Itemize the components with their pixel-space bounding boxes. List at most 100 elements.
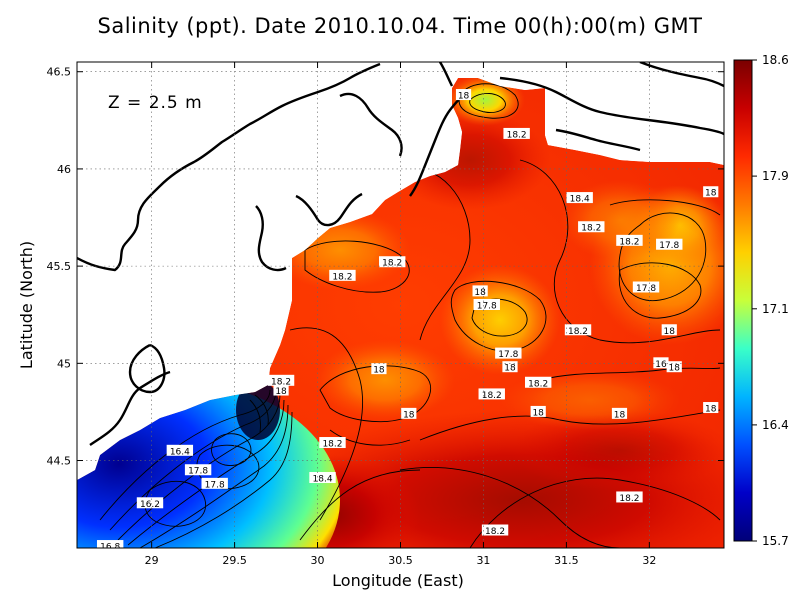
contour-label-box	[495, 347, 522, 359]
contour-label: 18.2	[267, 374, 295, 387]
contour-label-text: 18.2	[581, 224, 601, 234]
contour-label-text: 18.2	[619, 237, 639, 247]
contour-label-box	[566, 192, 593, 204]
contour-label: 18	[371, 363, 387, 376]
y-tick-label: 45.5	[47, 260, 72, 273]
contour-label-box	[616, 234, 643, 246]
contour-label-box	[564, 324, 592, 336]
contour-label-box	[632, 281, 660, 293]
contour-label: 18.4	[566, 192, 593, 205]
contour-label: 18	[401, 407, 417, 420]
y-tick-label: 45	[57, 357, 71, 370]
contour-label-text: 17.8	[188, 467, 208, 477]
coastline	[77, 62, 724, 446]
colorbar-ticks: 18.6 17.9 17.1 16.4 15.7	[752, 53, 789, 548]
contour-label-box	[96, 540, 124, 548]
contour-label: 17.8	[656, 238, 683, 251]
contour-label-box	[481, 524, 509, 536]
contour-label-text: 18	[669, 364, 681, 374]
contour-label-text: 18	[504, 364, 516, 374]
contour-label: 18.2	[578, 221, 605, 234]
contour-label: 18.2	[329, 269, 356, 282]
contour-label-text: 17.8	[636, 284, 656, 294]
contour-label-text: 17.8	[659, 241, 679, 251]
contour-label-box	[166, 444, 194, 456]
contour-label-text: 18.2	[485, 527, 505, 537]
colorbar-tick-label: 17.9	[762, 169, 789, 183]
contour-label-box	[578, 221, 605, 233]
contour-label: 18	[703, 186, 719, 199]
contour-label: 18	[703, 402, 719, 415]
contour-label-text: 18	[532, 408, 544, 418]
contour-label-text: 16.2	[140, 500, 160, 510]
contour-label-text: 18	[403, 410, 415, 420]
contour-label-text: 18.2	[619, 494, 639, 504]
contour-label-box	[703, 402, 719, 414]
contour-label: 18	[666, 361, 682, 374]
y-tick-label: 46.5	[47, 66, 72, 79]
contour-label-box	[478, 388, 505, 400]
contour-label-box	[703, 186, 719, 198]
contour-label-text: 17.8	[498, 350, 518, 360]
y-tick-label: 44.5	[47, 455, 72, 468]
contour-label-text: 18	[705, 405, 717, 415]
contour-label-text: 18	[614, 410, 626, 420]
depth-label: Z = 2.5 m	[108, 93, 203, 113]
contour-label-text: 17.8	[477, 302, 497, 312]
chart-title: Salinity (ppt). Date 2010.10.04. Time 00…	[97, 14, 703, 38]
contour-label-box	[661, 324, 677, 336]
contour-label-box	[379, 256, 406, 268]
x-tick-label: 31	[476, 554, 490, 567]
contour-label-text: 18	[458, 92, 470, 102]
contour-label-box	[455, 89, 472, 101]
contour-labels: 18 18.2 18.4 18 18.2 18.2 17.8 18.2 18.2 18 17.8 17…	[96, 89, 719, 553]
contour-label-box	[653, 357, 669, 369]
contour-label-text: 18.2	[382, 259, 402, 269]
contour-label-text: 18.2	[322, 440, 342, 450]
contour-label-text: 18	[664, 327, 676, 337]
contour-label-text: 17.8	[205, 480, 225, 490]
contour-label: 18.2	[564, 324, 592, 337]
contour-label-box	[524, 376, 552, 388]
x-tick-label: 31.5	[554, 554, 579, 567]
contour-label-box	[472, 285, 488, 297]
contour-label: 18.2	[319, 437, 346, 450]
contour-label: 17.8	[184, 464, 212, 477]
contour-lines	[99, 83, 721, 548]
gridlines	[77, 62, 724, 548]
contour-label-box	[666, 361, 682, 373]
contour-label-text: 16.4	[170, 447, 190, 457]
contour-label: 17.8	[495, 347, 522, 360]
contour-label: 18.2	[481, 524, 509, 537]
contour-label-text: 16	[655, 360, 667, 370]
contour-label-box	[309, 472, 336, 484]
contour-label-text: 16.8	[100, 543, 120, 553]
contour-label: 17.8	[473, 299, 500, 312]
contour-label-box	[401, 407, 417, 419]
contour-label-box	[273, 384, 289, 396]
colorbar	[733, 59, 753, 542]
contour-label-box	[371, 363, 387, 375]
contour-label-box	[201, 477, 228, 489]
colorbar-tick-label: 18.6	[762, 53, 789, 67]
contour-label: 18.2	[503, 127, 530, 140]
contour-label: 18	[502, 361, 518, 374]
x-tick-label: 30.5	[388, 554, 413, 567]
contour-label: 18.2	[616, 491, 643, 504]
x-tick-label: 29	[145, 554, 159, 567]
contour-label: 18	[455, 89, 472, 102]
contour-label-box	[473, 299, 500, 310]
contour-label-box	[656, 238, 683, 250]
contour-label: 18.2	[478, 388, 505, 401]
contour-label: 18.2	[616, 234, 643, 247]
contour-label-text: 18.4	[570, 195, 590, 205]
contour-label-box	[502, 361, 518, 373]
contour-label: 17.8	[632, 281, 660, 294]
contour-label-box	[267, 374, 295, 386]
y-tick-label: 46	[57, 163, 71, 176]
contour-label-text: 18	[474, 288, 486, 298]
land-mask	[77, 62, 724, 480]
contour-label: 18.4	[309, 472, 336, 485]
y-axis-label: Latitude (North)	[17, 241, 36, 369]
contour-label-text: 18.2	[482, 391, 502, 401]
